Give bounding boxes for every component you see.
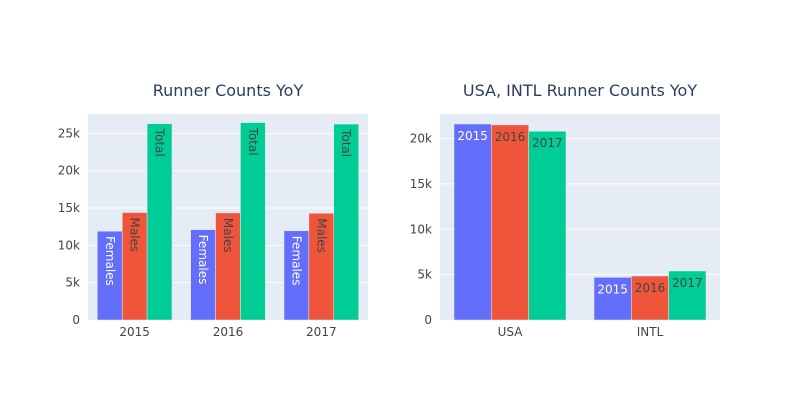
y-tick-label: 5k	[417, 268, 432, 282]
bar-total	[240, 122, 266, 321]
x-tick-label: INTL	[637, 325, 664, 339]
bar-2016	[491, 124, 529, 321]
chart-title: Runner Counts YoY	[153, 81, 304, 100]
bar-2015	[593, 277, 632, 321]
chart-runner-counts: 0 5k 10k 15k 20k 25k Runner Counts YoY 2015 Fema…	[58, 81, 368, 339]
y-tick-label: 0	[424, 313, 432, 327]
bar-text-label: 2017	[672, 276, 703, 290]
bar-females	[97, 230, 123, 321]
x-tick-label: USA	[498, 325, 524, 339]
y-tick-label: 5k	[65, 276, 80, 290]
bar-2015	[453, 123, 492, 321]
chart-usa-intl-counts: 0 5k 10k 15k 20k USA, INTL Runner Counts YoY U…	[410, 81, 720, 339]
bar-text-label: Total	[153, 128, 167, 157]
bar-text-label: Females	[196, 235, 210, 285]
bar-males	[121, 212, 148, 321]
bar-total	[146, 123, 173, 321]
y-tick-label: 15k	[410, 177, 432, 191]
bar-females	[283, 230, 310, 321]
bar-2016	[631, 275, 669, 321]
bar-text-label: Males	[128, 218, 142, 253]
bar-2017	[668, 270, 707, 321]
x-tick-label: 2016	[213, 325, 244, 339]
y-tick-label: 20k	[410, 132, 432, 146]
y-tick-label: 10k	[410, 222, 432, 236]
bar-text-label: 2016	[635, 281, 666, 295]
bar-text-label: 2017	[532, 136, 563, 150]
bar-text-label: Males	[221, 218, 235, 253]
bar-text-label: Total	[339, 128, 353, 157]
y-tick-label: 15k	[58, 201, 80, 215]
y-tick-label: 10k	[58, 238, 80, 252]
bar-text-label: 2015	[457, 129, 488, 143]
bar-total	[333, 123, 359, 321]
bar-text-label: Males	[314, 218, 328, 253]
bar-text-label: Females	[289, 236, 303, 286]
bar-text-label: Total	[246, 127, 260, 156]
bar-text-label: Females	[103, 236, 117, 286]
bar-males	[308, 213, 335, 321]
x-tick-label: 2017	[306, 325, 337, 339]
bar-text-label: 2016	[495, 130, 526, 144]
bar-2017	[528, 130, 567, 321]
x-tick-label: 2015	[119, 325, 150, 339]
chart-title: USA, INTL Runner Counts YoY	[463, 81, 697, 100]
bar-text-label: 2015	[597, 282, 628, 296]
y-tick-label: 0	[72, 313, 80, 327]
y-tick-label: 20k	[58, 164, 80, 178]
y-tick-label: 25k	[58, 126, 80, 140]
